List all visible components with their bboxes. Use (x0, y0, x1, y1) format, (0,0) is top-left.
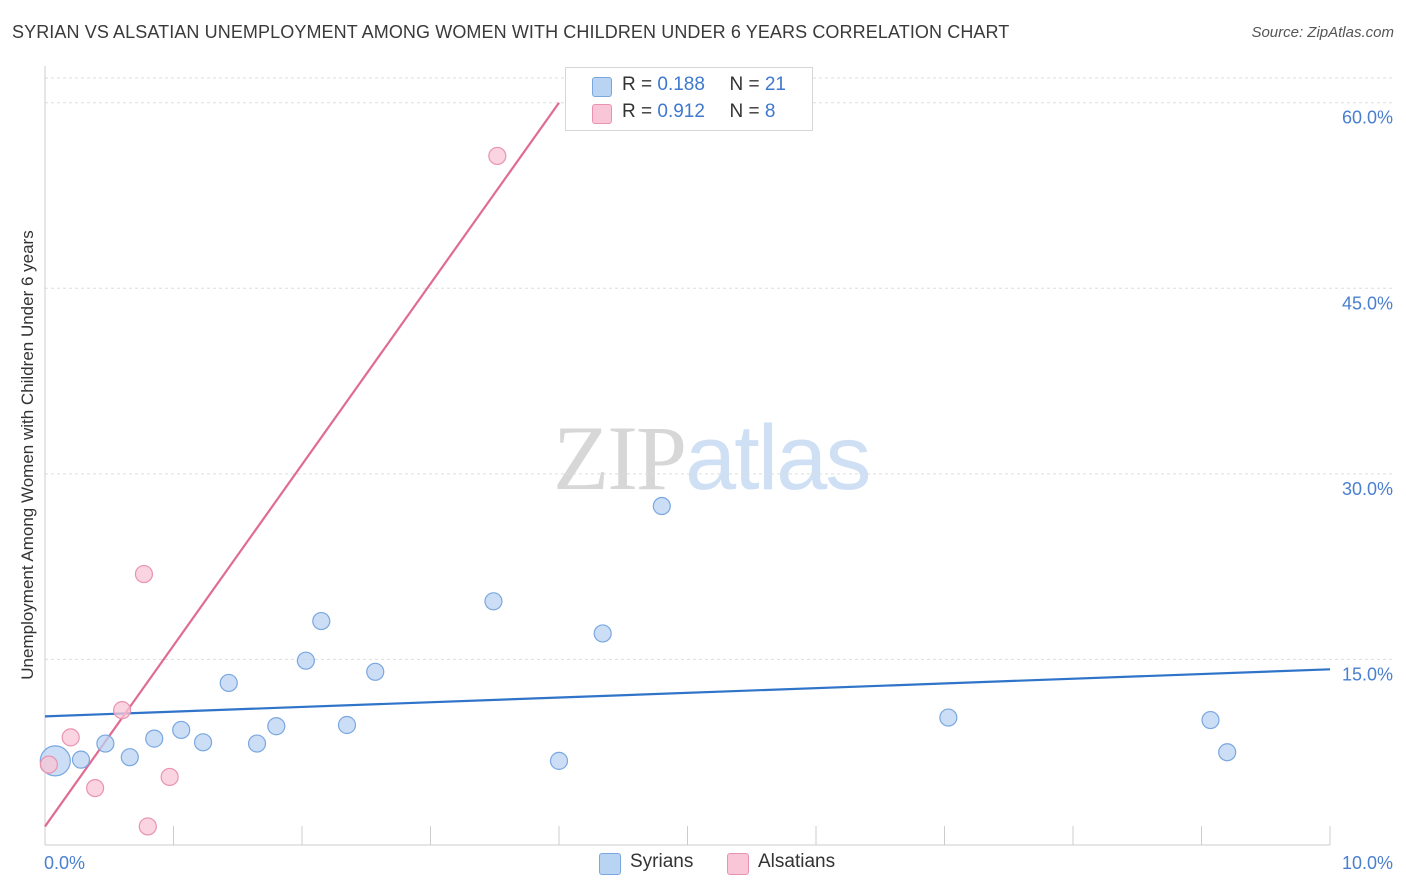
n-value: 8 (764, 101, 776, 122)
point-syrians (172, 720, 191, 740)
watermark: ZIPatlas (553, 405, 871, 511)
r-label: R = (622, 74, 658, 95)
point-syrians (549, 751, 569, 770)
point-syrians (145, 729, 164, 748)
chart-title: SYRIAN VS ALSATIAN UNEMPLOYMENT AMONG WO… (12, 22, 1010, 42)
point-syrians (939, 708, 958, 727)
correlation-legend: R = 0.188 N = 21 R = 0.912 N = 8 (565, 67, 813, 131)
y-tick-label: 30.0% (1342, 479, 1393, 499)
legend-row-syrians: R = 0.188 N = 21 (622, 74, 786, 98)
axes (44, 66, 1331, 846)
point-syrians (120, 748, 139, 767)
point-syrians (296, 651, 315, 670)
point-syrians (366, 662, 385, 681)
y-tick-label: 45.0% (1342, 293, 1393, 313)
point-syrians (484, 592, 503, 611)
point-alsatians (138, 817, 157, 836)
grid-lines (45, 77, 1395, 660)
alsatians-legend-label: Alsatians (758, 851, 836, 872)
point-syrians (247, 734, 267, 753)
r-value: 0.188 (657, 74, 705, 95)
point-alsatians (61, 728, 80, 747)
n-label: N = (729, 101, 765, 122)
point-syrians (652, 496, 671, 516)
point-syrians (1218, 743, 1237, 762)
source-label: Source: ZipAtlas.com (1251, 24, 1394, 41)
point-syrians (312, 611, 331, 631)
point-syrians (96, 734, 115, 753)
point-syrians (71, 750, 91, 769)
legend-row-alsatians: R = 0.912 N = 8 (622, 101, 775, 125)
point-alsatians (134, 564, 154, 584)
r-label: R = (622, 101, 658, 122)
trend-line-syrians (44, 668, 1331, 718)
point-alsatians (39, 755, 58, 774)
r-value: 0.912 (657, 101, 705, 122)
trend-lines (44, 102, 1331, 828)
y-tick-label: 15.0% (1342, 664, 1393, 684)
alsatians-swatch (592, 104, 612, 124)
data-points (39, 146, 1237, 836)
watermark-zip: ZIP (553, 407, 687, 509)
alsatians-legend-swatch (727, 853, 749, 875)
n-value: 21 (764, 74, 786, 95)
syrians-swatch (592, 77, 612, 97)
tick-labels: 15.0% 30.0% 45.0% 60.0% 0.0% 10.0% (44, 108, 1393, 873)
point-syrians (219, 673, 238, 693)
point-syrians (1201, 710, 1220, 730)
point-alsatians (488, 146, 507, 166)
syrians-legend-swatch (599, 853, 621, 875)
point-syrians (337, 715, 357, 735)
y-tick-label: 60.0% (1342, 108, 1393, 128)
syrians-legend-label: Syrians (630, 851, 694, 872)
x-tick-label-min: 0.0% (44, 853, 85, 873)
point-alsatians (112, 701, 132, 720)
point-syrians (267, 717, 286, 736)
n-label: N = (729, 74, 765, 95)
point-syrians (593, 624, 612, 643)
x-tick-label-max: 10.0% (1342, 853, 1393, 873)
point-alsatians (160, 767, 179, 787)
trend-line-alsatians (44, 102, 560, 828)
point-alsatians (86, 778, 105, 798)
point-syrians (193, 733, 213, 752)
watermark-atlas: atlas (685, 407, 871, 509)
